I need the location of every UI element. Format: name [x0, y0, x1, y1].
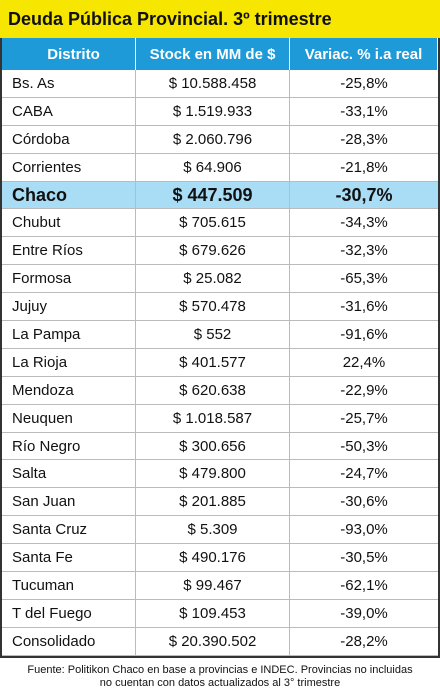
header-cell: Stock en MM de $	[136, 38, 290, 70]
table-cell: $ 20.390.502	[136, 627, 290, 655]
table-cell: $ 64.906	[136, 153, 290, 181]
table-cell: $ 401.577	[136, 348, 290, 376]
table-cell: Formosa	[2, 265, 136, 293]
table-row: Consolidado $ 20.390.502 -28,2%	[2, 627, 438, 656]
table-cell: $ 479.800	[136, 460, 290, 488]
table-cell: Corrientes	[2, 153, 136, 181]
table-cell: -22,9%	[340, 381, 388, 399]
table-cell: -65,3%	[340, 270, 388, 288]
table-cell: Mendoza	[2, 376, 136, 404]
table-row: Jujuy $ 570.478 -31,6%	[2, 293, 438, 322]
table-cell: $ 705.615	[136, 209, 290, 237]
table-cell: Consolidado	[2, 627, 136, 655]
table-cell: -34,3%	[340, 214, 388, 232]
table-cell: CABA	[2, 97, 136, 125]
table-cell: Chaco	[2, 181, 136, 209]
table-cell: $ 1.519.933	[136, 97, 290, 125]
table-cell: -28,2%	[340, 632, 388, 650]
table-cell: $ 10.588.458	[136, 70, 290, 97]
table-cell: $ 201.885	[136, 488, 290, 516]
table-row: Bs. As $ 10.588.458 -25,8%	[2, 70, 438, 98]
table-row: Formosa $ 25.082 -65,3%	[2, 265, 438, 294]
table-cell: -25,8%	[340, 74, 388, 92]
table-row: Chaco $ 447.509 -30,7%	[2, 181, 438, 210]
table-cell: Tucuman	[2, 572, 136, 599]
footer-line: no cuentan con datos actualizados al 3° …	[99, 677, 341, 689]
table-row: Entre Ríos $ 679.626 -32,3%	[2, 237, 438, 266]
table-row: CABA $ 1.519.933 -33,1%	[2, 97, 438, 126]
table-cell: Bs. As	[2, 70, 136, 97]
table-cell: $ 99.467	[136, 572, 290, 599]
table-cell: $ 620.638	[136, 376, 290, 404]
table-cell: Río Negro	[2, 432, 136, 460]
table-cell: -62,1%	[340, 576, 388, 594]
table-cell: $ 1.018.587	[136, 404, 290, 432]
table-cell: $ 679.626	[136, 237, 290, 265]
table-cell: Neuquen	[2, 404, 136, 432]
table-cell: La Pampa	[2, 321, 136, 348]
table-row: Río Negro $ 300.656 -50,3%	[2, 432, 438, 461]
table-cell: -39,0%	[340, 604, 388, 622]
table-row: La Pampa $ 552 -91,6%	[2, 321, 438, 349]
table-cell: -25,7%	[340, 409, 388, 427]
table-cell: -30,5%	[340, 549, 388, 567]
table-row: Salta $ 479.800 -24,7%	[2, 460, 438, 489]
footer-line: Fuente: Politikon Chaco en base a provin…	[27, 664, 413, 676]
table-cell: San Juan	[2, 488, 136, 516]
header-row: Distrito Stock en MM de $ Variac. % i.a re…	[2, 38, 438, 70]
table-cell: La Rioja	[2, 348, 136, 376]
table-row: La Rioja $ 401.577 22,4%	[2, 348, 438, 377]
table-row: T del Fuego $ 109.453 -39,0%	[2, 599, 438, 628]
table-row: Córdoba $ 2.060.796 -28,3%	[2, 125, 438, 154]
table-row: Santa Cruz $ 5.309 -93,0%	[2, 516, 438, 545]
table-row: Mendoza $ 620.638 -22,9%	[2, 376, 438, 405]
table-cell: -28,3%	[340, 130, 388, 148]
title: Deuda Pública Provincial. 3º trimestre	[0, 0, 440, 38]
table-row: San Juan $ 201.885 -30,6%	[2, 488, 438, 517]
header-cell: Variac. % i.a real	[290, 38, 438, 70]
table-cell: Entre Ríos	[2, 237, 136, 265]
table: Distrito Stock en MM de $ Variac. % i.a re…	[0, 38, 440, 658]
table-cell: $ 109.453	[136, 599, 290, 627]
table-cell: $ 570.478	[136, 293, 290, 321]
table-cell: $ 490.176	[136, 544, 290, 572]
table-cell: -24,7%	[340, 465, 388, 483]
table-cell: Santa Fe	[2, 544, 136, 572]
table-cell: -30,6%	[340, 493, 388, 511]
header-cell: Distrito	[2, 38, 136, 70]
table-cell: $ 25.082	[136, 265, 290, 293]
table-cell: -50,3%	[340, 437, 388, 455]
table-row: Corrientes $ 64.906 -21,8%	[2, 153, 438, 182]
table-cell: $ 447.509	[136, 181, 290, 209]
table-cell: -31,6%	[340, 298, 388, 316]
table-cell: -32,3%	[340, 242, 388, 260]
table-cell: $ 2.060.796	[136, 125, 290, 153]
table-cell: 22,4%	[342, 353, 386, 371]
table-cell: $ 5.309	[136, 516, 290, 544]
table-row: Santa Fe $ 490.176 -30,5%	[2, 544, 438, 573]
table-cell: $ 552	[136, 321, 290, 348]
table-cell: -91,6%	[340, 325, 388, 343]
table-cell: Jujuy	[2, 293, 136, 321]
table-row: Neuquen $ 1.018.587 -25,7%	[2, 404, 438, 433]
table-cell: -21,8%	[340, 158, 388, 176]
table-cell: -93,0%	[340, 521, 388, 539]
table-cell: Santa Cruz	[2, 516, 136, 544]
table-cell: Salta	[2, 460, 136, 488]
table-row: Chubut $ 705.615 -34,3%	[2, 209, 438, 238]
table-cell: $ 300.656	[136, 432, 290, 460]
table-cell: Córdoba	[2, 125, 136, 153]
table-cell: T del Fuego	[2, 599, 136, 627]
footer: Fuente: Politikon Chaco en base a provin…	[0, 664, 440, 690]
table-row: Tucuman $ 99.467 -62,1%	[2, 572, 438, 600]
table-cell: -33,1%	[340, 102, 388, 120]
table-cell: -30,7%	[335, 184, 393, 205]
table-cell: Chubut	[2, 209, 136, 237]
